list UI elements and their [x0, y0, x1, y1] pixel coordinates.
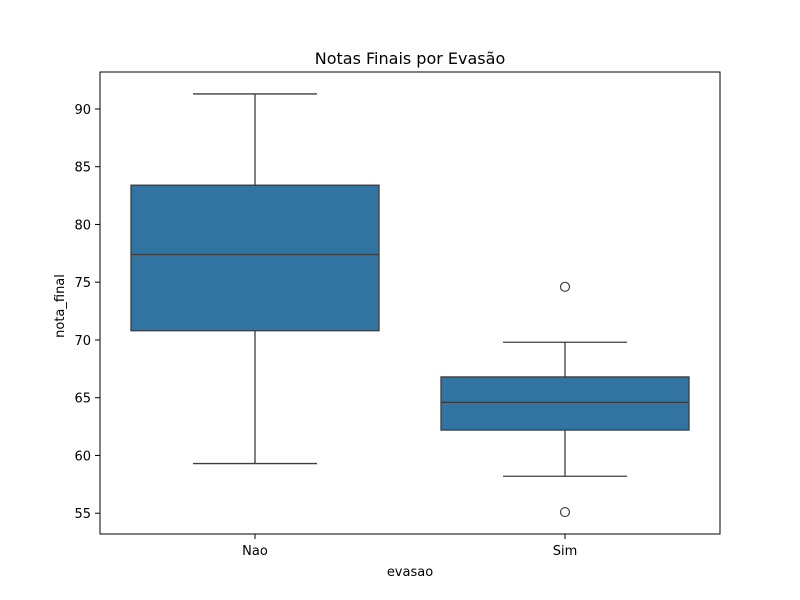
box-group-nao	[130, 93, 380, 465]
y-tick-label: 65	[74, 392, 91, 407]
x-axis-label: evasao	[387, 565, 433, 580]
y-tick-label: 85	[74, 161, 91, 176]
x-tick-label: Nao	[242, 544, 268, 559]
plot-area: 55 60 65 70 75 80 85 90 Nao Sim	[74, 71, 721, 559]
outlier-point	[559, 506, 571, 518]
y-axis-label: nota_final	[53, 274, 68, 338]
box	[130, 184, 380, 332]
box	[440, 376, 690, 431]
x-tick-label: Sim	[553, 544, 578, 559]
outlier-point	[559, 281, 571, 292]
y-tick-label: 80	[74, 218, 91, 233]
chart-title: Notas Finais por Evasão	[315, 49, 505, 68]
box-group-sim	[440, 281, 690, 518]
axes-frame	[99, 71, 721, 535]
y-tick-label: 70	[74, 334, 91, 349]
y-tick-label: 55	[74, 507, 91, 522]
y-tick-label: 90	[74, 103, 91, 118]
y-tick-label: 60	[74, 449, 91, 464]
y-tick-label: 75	[74, 276, 91, 291]
